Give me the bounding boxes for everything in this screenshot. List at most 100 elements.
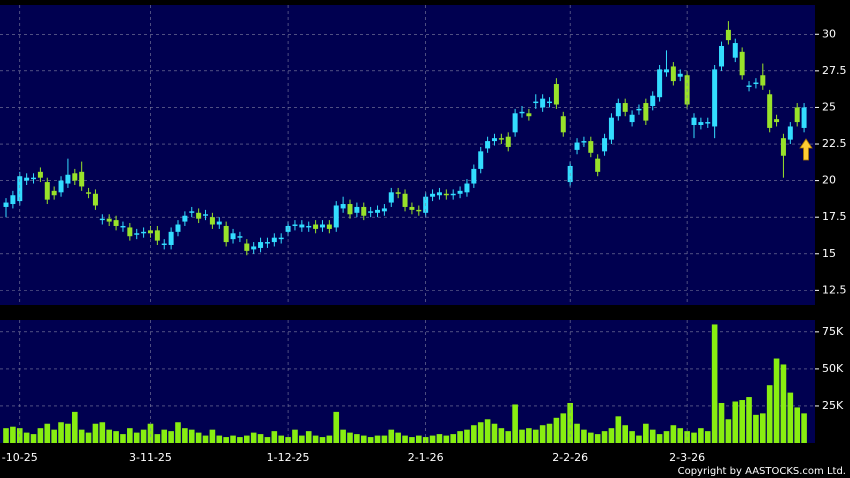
arrow-icon (799, 138, 813, 161)
y-tick-label: 25K (822, 399, 844, 412)
y-tick-label: 17.5 (822, 210, 847, 223)
volume-bar (305, 431, 312, 443)
volume-bar (739, 400, 745, 443)
volume-bar (698, 428, 704, 443)
volume-bar (532, 429, 539, 443)
volume-bar (615, 416, 622, 443)
candle-body (657, 69, 663, 98)
candle-body (271, 237, 277, 243)
candle-body (154, 230, 160, 241)
volume-bar (787, 392, 794, 443)
candle-body (457, 190, 463, 194)
volume-bar (113, 431, 119, 443)
volume-bar (271, 431, 278, 443)
candle-body (450, 193, 456, 196)
candle-body (774, 119, 780, 123)
candle-body (264, 242, 270, 244)
volume-bar (319, 437, 326, 443)
x-tick-label: 2-1-26 (408, 451, 444, 464)
copyright: Copyright by AASTOCKS.com Ltd. (678, 466, 846, 477)
volume-bar (237, 437, 243, 443)
candle-body (533, 101, 539, 104)
x-tick-label: 2-2-26 (552, 451, 588, 464)
candle-body (409, 206, 415, 210)
candle-body (340, 204, 346, 209)
volume-bar (51, 429, 57, 443)
candle-body (209, 217, 215, 225)
y-tick-label: 27.5 (822, 64, 847, 77)
candle-body (17, 176, 23, 202)
candle-body (588, 141, 594, 153)
volume-bar (106, 429, 112, 443)
candle-body (251, 246, 257, 250)
volume-bar (519, 429, 525, 443)
candle-body (526, 113, 532, 117)
volume-bar (78, 429, 85, 443)
candle-body (72, 173, 78, 181)
volume-bar (354, 434, 360, 443)
candle-body (223, 225, 229, 243)
candle-body (381, 208, 387, 212)
volume-bar (195, 432, 202, 443)
candle-body (739, 51, 745, 76)
volume-bar (175, 422, 181, 443)
candle-body (498, 138, 504, 140)
volume-bar (92, 423, 99, 443)
volume-bar (347, 432, 353, 443)
candle-body (175, 224, 181, 232)
candle-body (512, 113, 518, 133)
volume-bar (526, 428, 532, 443)
candle-body (230, 233, 236, 240)
candle-body (547, 101, 553, 104)
volume-bar (594, 434, 601, 443)
candle-body (560, 116, 566, 133)
volume-bar (147, 423, 154, 443)
volume-bar (230, 435, 236, 443)
volume-bar (794, 407, 800, 443)
volume-bar (209, 429, 216, 443)
candle-body (216, 221, 222, 225)
volume-bar (663, 431, 670, 443)
volume-bar (278, 435, 284, 443)
candle-body (622, 103, 628, 112)
candle-body (670, 66, 676, 82)
candle-body (113, 220, 119, 226)
volume-bar (457, 431, 463, 443)
volume-bar (44, 423, 51, 443)
volume-bar (464, 429, 470, 443)
volume-bar (546, 423, 553, 443)
volume-bar (766, 385, 773, 443)
candle-body (44, 182, 50, 200)
volume-bar (395, 432, 401, 443)
volume-bar (601, 431, 608, 443)
volume-bar (560, 413, 567, 443)
volume-bar (188, 429, 195, 443)
candle-body (189, 211, 195, 213)
candle-body (416, 209, 422, 212)
volume-bar (154, 434, 161, 443)
volume-bar (312, 435, 319, 443)
candle-body (388, 192, 394, 203)
candle-body (106, 218, 112, 222)
candle-body (134, 233, 140, 235)
volume-bar (264, 437, 271, 443)
volume-bar (202, 435, 209, 443)
candle-body (725, 29, 731, 41)
candle-body (258, 242, 264, 248)
candle-body (375, 209, 381, 213)
volume-bar (477, 422, 484, 443)
candle-body (663, 69, 669, 73)
candle-body (519, 111, 525, 114)
volume-bar (505, 431, 512, 443)
volume-bar (37, 428, 44, 443)
candle-body (691, 117, 697, 125)
volume-bar (127, 428, 133, 443)
volume-bar (471, 425, 477, 443)
candle-body (595, 158, 601, 172)
volume-bar (732, 401, 739, 443)
volume-bar (30, 434, 37, 443)
volume-bar (374, 435, 381, 443)
volume-bar (182, 428, 188, 443)
volume-bar (3, 428, 9, 443)
volume-bar (299, 435, 305, 443)
